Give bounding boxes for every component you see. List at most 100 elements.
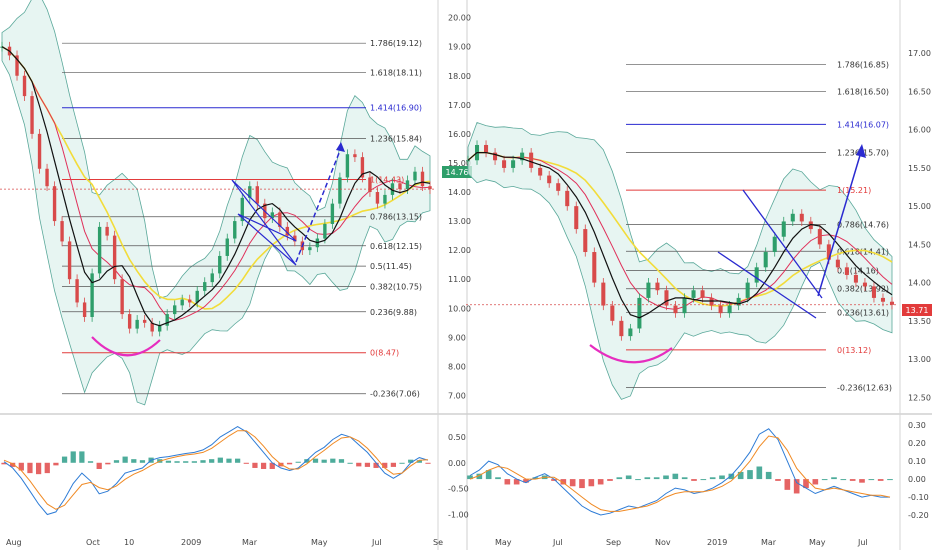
left-macd-y-tick: -0.50 [448, 485, 469, 494]
right-macd-histogram-bar [859, 479, 865, 483]
right-macd-y-tick: 0.00 [908, 475, 926, 484]
left-macd-histogram-bar [295, 461, 301, 463]
right-macd-y-tick: 0.10 [908, 457, 926, 466]
right-x-tick: Jul [552, 538, 563, 547]
left-candle [135, 319, 139, 329]
right-macd-histogram-bar [793, 479, 800, 494]
left-wedge-pattern [231, 179, 297, 266]
right-macd-histogram-bar [625, 475, 632, 480]
right-macd-histogram-bar [747, 470, 753, 480]
left-fib-label: 1.618(18.11) [370, 69, 422, 78]
left-macd-y-tick: -1.00 [448, 510, 469, 519]
right-fib-label: 0(13.12) [837, 346, 871, 355]
right-y-tick: 13.00 [908, 355, 931, 364]
left-macd-histogram-bar [96, 462, 102, 469]
right-macd-histogram-bar [756, 466, 763, 480]
left-candle [173, 305, 177, 315]
left-macd-histogram-bar [252, 462, 258, 468]
left-candle [45, 168, 49, 187]
left-macd-histogram-bar [382, 462, 388, 468]
left-candle [203, 282, 207, 291]
right-y-tick: 14.50 [908, 240, 931, 249]
left-candle [405, 180, 410, 190]
left-macd-histogram-bar [373, 462, 379, 468]
left-macd-histogram-bar [269, 462, 275, 469]
right-macd-histogram-bar [523, 479, 529, 483]
left-candle [428, 186, 432, 190]
right-macd-histogram-bar [700, 479, 707, 481]
right-y-tick: 17.00 [908, 49, 931, 58]
left-y-tick: 8.00 [448, 362, 466, 371]
right-candle [493, 152, 498, 161]
right-candle [826, 244, 831, 260]
right-macd-histogram-bar [877, 479, 884, 481]
right-macd-histogram-bar [504, 479, 511, 485]
right-macd-histogram-bar [663, 475, 669, 480]
left-macd-histogram-bar [35, 462, 42, 475]
left-macd-histogram-bar [113, 460, 120, 463]
right-macd-histogram-bar [672, 473, 679, 480]
right-fib-label: 1(15.21) [837, 186, 871, 195]
left-macd-histogram-bar [70, 451, 76, 463]
left-bottom-arc [91, 336, 161, 357]
right-candle [718, 305, 723, 314]
left-candle [270, 212, 275, 219]
right-candle [736, 297, 741, 306]
left-y-tick: 11.00 [448, 275, 471, 284]
left-fib-label: -0.236(7.06) [370, 390, 420, 399]
right-candle [538, 167, 543, 176]
left-macd-histogram-bar [87, 461, 94, 463]
right-wedge-lower [717, 251, 817, 319]
left-macd-signal-line [3, 430, 429, 510]
left-candle [82, 302, 87, 317]
left-y-tick: 17.00 [448, 101, 471, 110]
left-candle [233, 221, 237, 239]
right-macd-histogram-bar [607, 479, 613, 481]
right-bollinger-band [467, 121, 893, 400]
left-candle [375, 192, 380, 204]
right-fib-label: 0.236(13.61) [837, 308, 889, 317]
left-y-tick: 10.00 [448, 304, 471, 313]
left-candle [30, 96, 34, 134]
left-macd-histogram-bar [408, 459, 414, 463]
left-fib-label: 0.786(13.15) [370, 213, 422, 222]
right-candle [889, 301, 895, 305]
right-macd-histogram-bar [803, 479, 809, 489]
left-y-tick: 7.00 [448, 391, 466, 400]
left-candle [285, 226, 290, 236]
left-macd-histogram-bar [235, 458, 241, 463]
left-macd-histogram-bar [53, 462, 59, 466]
left-macd-histogram-bar [286, 462, 293, 465]
left-candle [165, 314, 169, 326]
right-macd-histogram-bar [719, 475, 725, 480]
left-candle [308, 247, 312, 251]
left-candle [278, 212, 282, 227]
left-y-tick: 15.00 [448, 159, 471, 168]
right-macd-histogram-bar [840, 479, 847, 481]
left-fib-label: 0.382(10.75) [370, 282, 422, 291]
left-y-tick: 13.00 [448, 217, 471, 226]
right-candle [808, 221, 813, 230]
left-macd-histogram-bar [131, 459, 137, 463]
left-macd-histogram-bar [10, 462, 16, 467]
left-y-tick: 19.00 [448, 43, 471, 52]
right-fib-label: 1.786(16.85) [837, 61, 889, 70]
right-y-tick: 13.50 [908, 317, 931, 326]
right-candle [727, 305, 732, 314]
left-y-tick: 12.00 [448, 246, 471, 255]
left-moving-average-slow [1, 46, 431, 310]
left-macd-histogram-bar [356, 462, 362, 467]
left-x-tick: Jul [371, 538, 382, 547]
right-fib-label: -0.236(12.63) [837, 383, 892, 392]
left-candle [105, 226, 109, 236]
right-fib-label: 1.414(16.07) [837, 120, 889, 129]
right-candle [871, 286, 876, 298]
left-fib-label: 0.236(9.88) [370, 308, 417, 317]
left-x-tick: Se [433, 538, 443, 547]
left-x-tick: Aug [6, 538, 22, 547]
right-bottom-arc [589, 344, 673, 364]
right-candle [781, 221, 786, 237]
right-candle [556, 183, 561, 191]
right-candle [637, 297, 642, 329]
